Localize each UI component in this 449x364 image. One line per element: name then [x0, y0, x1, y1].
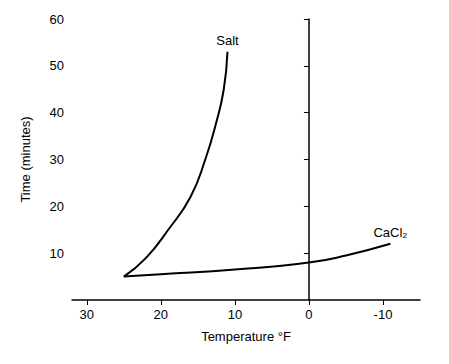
- svg-text:20: 20: [154, 307, 168, 322]
- svg-text:Temperature °F: Temperature °F: [201, 329, 291, 344]
- svg-text:60: 60: [50, 12, 64, 27]
- svg-text:30: 30: [80, 307, 94, 322]
- svg-text:40: 40: [50, 105, 64, 120]
- svg-text:CaCl₂: CaCl₂: [373, 225, 407, 240]
- svg-text:10: 10: [50, 246, 64, 261]
- svg-text:20: 20: [50, 199, 64, 214]
- svg-text:Salt: Salt: [216, 33, 239, 48]
- svg-text:0: 0: [305, 307, 312, 322]
- svg-text:-10: -10: [374, 307, 393, 322]
- svg-text:10: 10: [228, 307, 242, 322]
- svg-text:Time (minutes): Time (minutes): [18, 116, 33, 202]
- svg-text:50: 50: [50, 58, 64, 73]
- svg-text:30: 30: [50, 152, 64, 167]
